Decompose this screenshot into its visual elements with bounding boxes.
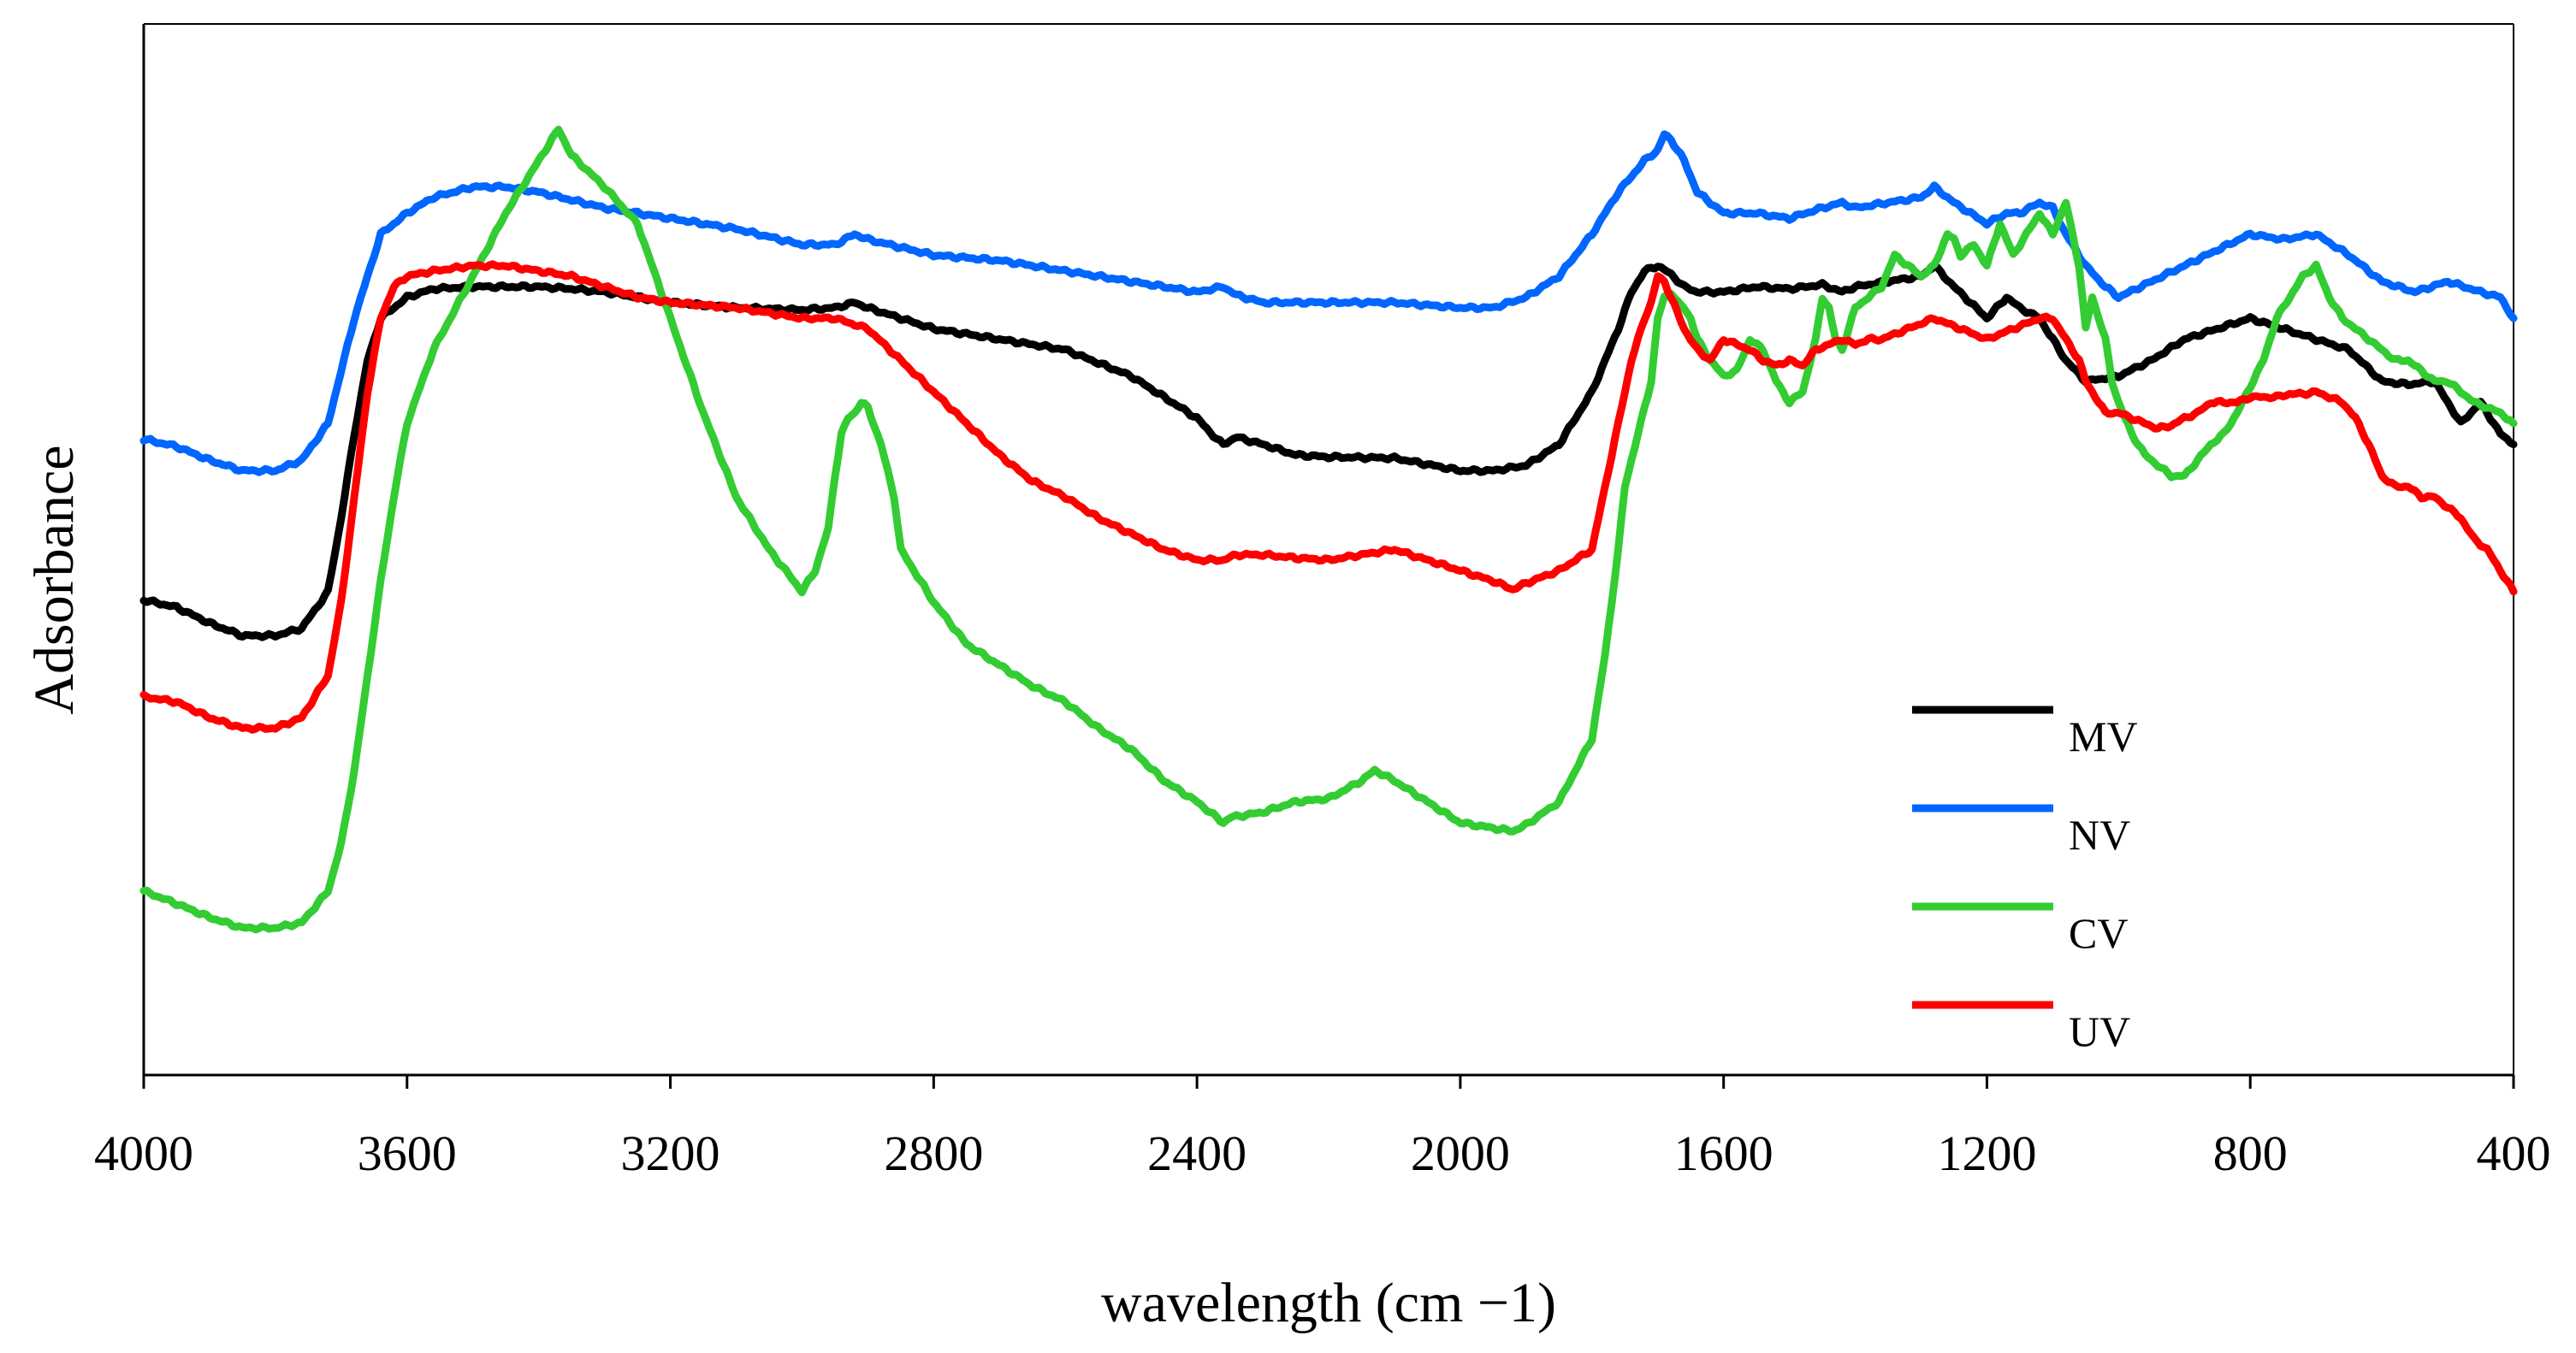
x-tick-label: 2400	[1147, 1126, 1247, 1181]
series-lines	[139, 126, 2518, 934]
x-tick-label: 400	[2477, 1126, 2551, 1181]
y-axis-title: Adsorbance	[23, 445, 86, 714]
x-tick-label: 1200	[1937, 1126, 2036, 1181]
series-line-mv	[139, 262, 2518, 641]
legend-label-nv: NV	[2069, 811, 2130, 859]
x-tick-label: 800	[2213, 1126, 2288, 1181]
legend-label-cv: CV	[2069, 909, 2128, 957]
x-tick-label: 1600	[1674, 1126, 1774, 1181]
series-line-cv	[139, 126, 2518, 934]
x-tick-label: 2000	[1411, 1126, 1510, 1181]
x-axis-title: wavelength (cm −1)	[1101, 1272, 1556, 1334]
legend: MV NV CV UV	[1912, 706, 2138, 1055]
series-line-uv	[139, 260, 2518, 734]
series-line-nv	[139, 130, 2518, 476]
x-tick-label: 3600	[358, 1126, 457, 1181]
legend-label-mv: MV	[2069, 712, 2138, 760]
legend-label-uv: UV	[2069, 1007, 2130, 1055]
plot-area	[142, 23, 2514, 1077]
x-tick-label: 3200	[621, 1126, 720, 1181]
x-axis-ticks: 4000 3600 3200 2800 2400 2000 1600 1200 800 400	[94, 1075, 2551, 1181]
x-tick-label: 2800	[884, 1126, 983, 1181]
x-tick-label: 4000	[94, 1126, 193, 1181]
